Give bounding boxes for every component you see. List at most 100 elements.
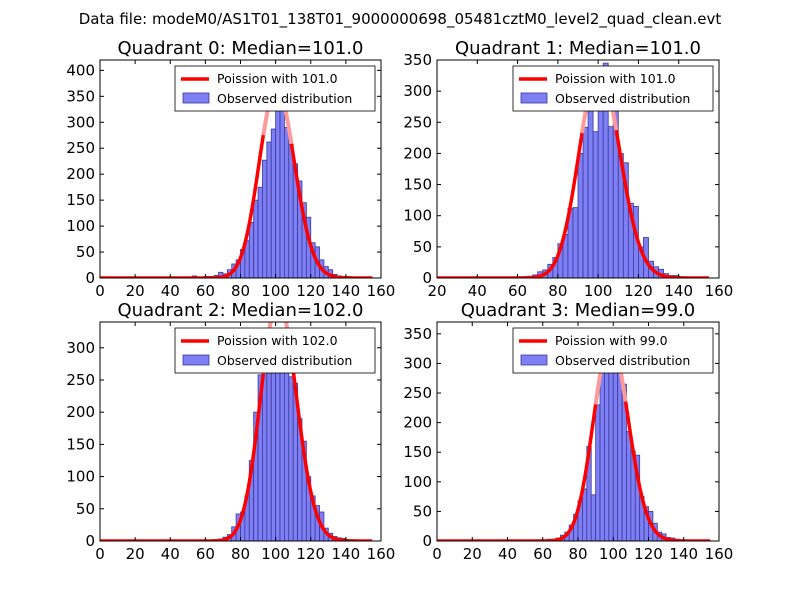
y-tick-label: 100 — [403, 207, 432, 225]
legend-frame — [174, 65, 376, 112]
x-tick-label: 20 — [126, 545, 145, 563]
y-tick-label: 350 — [66, 87, 95, 105]
histogram-bar — [607, 126, 614, 278]
x-tick-label: 140 — [664, 282, 693, 300]
x-tick-label: 60 — [196, 282, 215, 300]
y-tick-label: 100 — [66, 468, 95, 486]
histogram-bar — [284, 358, 290, 541]
histogram-bar — [253, 199, 259, 278]
y-tick-label: 300 — [66, 339, 95, 357]
legend-bar-swatch — [182, 92, 210, 104]
x-tick-label: 40 — [161, 545, 180, 563]
histogram-bar — [288, 143, 294, 278]
poisson-curve — [437, 340, 711, 541]
panel-title: Quadrant 0: Median=101.0 — [118, 38, 364, 59]
panel-title: Quadrant 3: Median=99.0 — [461, 300, 696, 321]
x-tick-label: 40 — [498, 545, 517, 563]
legend-frame — [174, 327, 376, 374]
y-tick-label: 350 — [403, 51, 432, 69]
histogram-bar — [590, 494, 597, 541]
y-tick-label: 50 — [413, 502, 432, 520]
x-tick-label: 20 — [126, 282, 145, 300]
quadrant-panel-2: Quadrant 2: Median=102.0 0 20 40 60 80 100 120 1… — [66, 300, 395, 563]
legend-label-observed: Observed distribution — [217, 91, 352, 106]
histogram-bar — [597, 109, 604, 278]
legend-label-observed: Observed distribution — [555, 91, 690, 106]
x-tick-label: 100 — [261, 545, 290, 563]
x-tick-label: 0 — [432, 545, 442, 563]
y-tick-label: 150 — [403, 176, 432, 194]
y-tick-label: 50 — [76, 243, 95, 261]
poisson-curve — [437, 67, 709, 278]
x-tick-label: 140 — [669, 545, 698, 563]
x-tick-label: 40 — [468, 282, 487, 300]
x-tick-label: 20 — [427, 282, 446, 300]
histogram-bar — [587, 84, 594, 278]
histogram-bar — [270, 128, 277, 278]
histogram-bar — [577, 153, 584, 278]
x-tick-label: 120 — [296, 545, 325, 563]
y-tick-label: 0 — [422, 269, 432, 287]
panel-title: Quadrant 2: Median=102.0 — [118, 300, 364, 321]
x-tick-label: 100 — [599, 545, 628, 563]
legend: Poission with 99.0 Observed distribution — [512, 327, 714, 374]
legend-label-poisson: Poission with 99.0 — [555, 333, 668, 348]
poisson-curve — [100, 86, 373, 278]
histogram-bar — [582, 488, 588, 541]
x-tick-label: 80 — [568, 545, 587, 563]
histogram-bar — [608, 347, 614, 541]
figure-suptitle: Data file: modeM0/AS1T01_138T01_90000006… — [79, 10, 722, 29]
legend-label-poisson: Poission with 102.0 — [217, 333, 338, 348]
y-tick-label: 150 — [66, 191, 95, 209]
x-tick-label: 100 — [261, 282, 290, 300]
plot-area — [437, 333, 711, 541]
legend-bar-swatch — [182, 354, 210, 366]
y-tick-label: 0 — [85, 269, 95, 287]
histogram-bar — [604, 351, 610, 541]
y-tick-label: 0 — [85, 532, 95, 550]
x-tick-label: 0 — [95, 282, 105, 300]
poisson-curve — [100, 322, 373, 541]
x-tick-label: 100 — [584, 282, 613, 300]
y-tick-label: 200 — [66, 403, 95, 421]
x-tick-label: 60 — [508, 282, 527, 300]
x-tick-label: 160 — [367, 282, 396, 300]
y-tick-label: 150 — [403, 443, 432, 461]
legend: Poission with 102.0 Observed distribution — [174, 327, 376, 374]
x-tick-label: 120 — [624, 282, 653, 300]
y-tick-label: 50 — [76, 500, 95, 518]
histogram-bar — [626, 431, 632, 541]
legend-bar-swatch — [520, 354, 548, 366]
y-tick-label: 250 — [403, 113, 432, 131]
quadrant-panel-1: Quadrant 1: Median=101.0 20 40 60 80 100 120 14… — [403, 38, 733, 300]
x-tick-label: 160 — [705, 545, 734, 563]
legend: Poission with 101.0 Observed distribution — [512, 65, 714, 112]
y-tick-label: 400 — [66, 61, 95, 79]
legend-label-poisson: Poission with 101.0 — [555, 71, 676, 86]
x-tick-label: 20 — [463, 545, 482, 563]
quadrant-panel-3: Quadrant 3: Median=99.0 0 20 40 60 80 100 120 14… — [403, 300, 733, 563]
y-tick-label: 300 — [403, 354, 432, 372]
y-tick-label: 150 — [66, 435, 95, 453]
legend-label-poisson: Poission with 101.0 — [217, 71, 338, 86]
histogram-bar — [595, 404, 601, 541]
plot-area — [100, 69, 373, 278]
legend-bar-swatch — [520, 92, 548, 104]
y-tick-label: 100 — [403, 473, 432, 491]
axes-frame — [436, 59, 720, 279]
histogram-bar — [288, 376, 294, 541]
y-tick-label: 50 — [413, 238, 432, 256]
histogram-bar — [279, 350, 285, 541]
y-tick-label: 100 — [66, 217, 95, 235]
y-tick-label: 300 — [403, 82, 432, 100]
y-tick-label: 250 — [403, 384, 432, 402]
x-tick-label: 80 — [231, 282, 250, 300]
x-tick-label: 120 — [296, 282, 325, 300]
y-tick-label: 200 — [403, 414, 432, 432]
x-tick-label: 80 — [548, 282, 567, 300]
histogram-bar — [248, 222, 255, 278]
x-tick-label: 160 — [367, 545, 396, 563]
legend-frame — [512, 65, 714, 112]
x-tick-label: 140 — [332, 545, 361, 563]
